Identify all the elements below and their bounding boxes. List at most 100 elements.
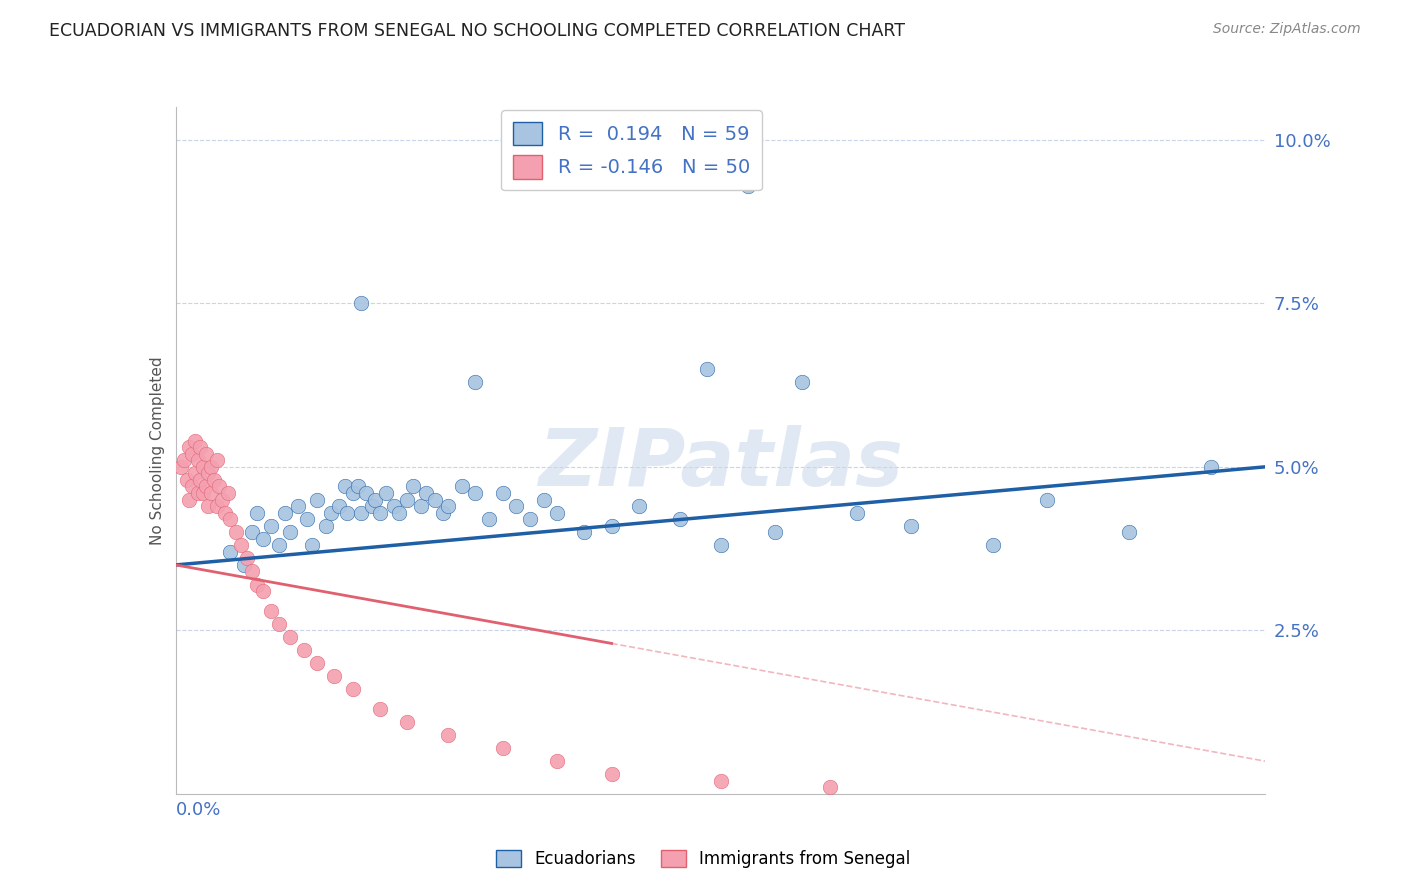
Point bbox=[176, 473, 198, 487]
Point bbox=[818, 780, 841, 795]
Point bbox=[295, 512, 318, 526]
Point bbox=[900, 518, 922, 533]
Point bbox=[710, 773, 733, 788]
Point bbox=[492, 486, 515, 500]
Point bbox=[292, 643, 315, 657]
Point bbox=[269, 616, 291, 631]
Point bbox=[301, 538, 323, 552]
Point bbox=[402, 479, 425, 493]
Point bbox=[181, 479, 204, 493]
Point bbox=[205, 499, 228, 513]
Point bbox=[600, 518, 623, 533]
Point bbox=[205, 453, 228, 467]
Point bbox=[600, 767, 623, 781]
Point bbox=[546, 506, 568, 520]
Point bbox=[450, 479, 472, 493]
Point bbox=[350, 296, 373, 310]
Point bbox=[505, 499, 527, 513]
Point bbox=[342, 682, 364, 697]
Point bbox=[396, 714, 419, 729]
Point bbox=[322, 669, 344, 683]
Point bbox=[170, 459, 193, 474]
Point bbox=[388, 506, 411, 520]
Legend: R =  0.194   N = 59, R = -0.146   N = 50: R = 0.194 N = 59, R = -0.146 N = 50 bbox=[502, 110, 762, 190]
Point bbox=[225, 525, 247, 540]
Point bbox=[217, 486, 239, 500]
Point bbox=[235, 551, 257, 566]
Point bbox=[260, 518, 283, 533]
Point bbox=[368, 506, 391, 520]
Point bbox=[319, 506, 342, 520]
Point bbox=[546, 754, 568, 768]
Point bbox=[186, 453, 209, 467]
Point bbox=[231, 538, 253, 552]
Point bbox=[200, 486, 222, 500]
Point bbox=[533, 492, 555, 507]
Point bbox=[409, 499, 432, 513]
Point bbox=[415, 486, 437, 500]
Point bbox=[188, 440, 211, 454]
Point bbox=[219, 512, 242, 526]
Text: 0.0%: 0.0% bbox=[176, 801, 221, 820]
Point bbox=[184, 467, 207, 481]
Point bbox=[278, 525, 301, 540]
Point bbox=[208, 479, 231, 493]
Point bbox=[188, 473, 211, 487]
Point bbox=[1118, 525, 1140, 540]
Point bbox=[437, 499, 460, 513]
Point bbox=[627, 499, 650, 513]
Point bbox=[219, 545, 242, 559]
Point bbox=[519, 512, 541, 526]
Point bbox=[184, 434, 207, 448]
Point bbox=[1036, 492, 1059, 507]
Point bbox=[214, 506, 236, 520]
Point bbox=[374, 486, 396, 500]
Point bbox=[492, 741, 515, 756]
Point bbox=[191, 486, 214, 500]
Point bbox=[363, 492, 385, 507]
Point bbox=[710, 538, 733, 552]
Point bbox=[269, 538, 291, 552]
Text: ECUADORIAN VS IMMIGRANTS FROM SENEGAL NO SCHOOLING COMPLETED CORRELATION CHART: ECUADORIAN VS IMMIGRANTS FROM SENEGAL NO… bbox=[49, 22, 905, 40]
Point bbox=[246, 506, 269, 520]
Point bbox=[197, 467, 219, 481]
Point bbox=[307, 656, 329, 670]
Point bbox=[194, 447, 217, 461]
Point bbox=[252, 532, 274, 546]
Point bbox=[423, 492, 446, 507]
Point bbox=[240, 565, 263, 579]
Point bbox=[315, 518, 337, 533]
Point bbox=[186, 486, 209, 500]
Point bbox=[668, 512, 690, 526]
Point bbox=[200, 459, 222, 474]
Point bbox=[252, 584, 274, 599]
Point bbox=[396, 492, 419, 507]
Text: Source: ZipAtlas.com: Source: ZipAtlas.com bbox=[1213, 22, 1361, 37]
Point bbox=[179, 440, 201, 454]
Point bbox=[382, 499, 405, 513]
Point bbox=[464, 375, 486, 389]
Y-axis label: No Schooling Completed: No Schooling Completed bbox=[149, 356, 165, 545]
Point bbox=[307, 492, 329, 507]
Point bbox=[368, 702, 391, 716]
Point bbox=[232, 558, 254, 572]
Point bbox=[437, 728, 460, 742]
Point bbox=[696, 361, 718, 376]
Point bbox=[287, 499, 309, 513]
Point bbox=[763, 525, 786, 540]
Point bbox=[278, 630, 301, 644]
Point bbox=[333, 479, 356, 493]
Point bbox=[336, 506, 359, 520]
Point bbox=[981, 538, 1004, 552]
Point bbox=[179, 492, 201, 507]
Point bbox=[478, 512, 501, 526]
Point bbox=[197, 499, 219, 513]
Point bbox=[181, 447, 204, 461]
Point bbox=[464, 486, 486, 500]
Point bbox=[328, 499, 350, 513]
Point bbox=[792, 375, 814, 389]
Point bbox=[1199, 459, 1222, 474]
Point bbox=[202, 473, 225, 487]
Point bbox=[737, 178, 759, 193]
Point bbox=[356, 486, 378, 500]
